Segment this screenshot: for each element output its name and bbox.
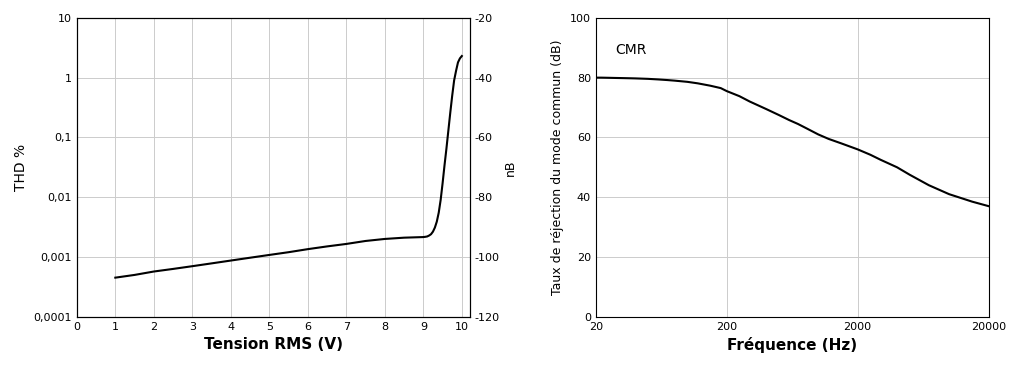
X-axis label: Tension RMS (V): Tension RMS (V)	[204, 337, 342, 352]
Y-axis label: nB: nB	[503, 159, 517, 175]
Text: CMR: CMR	[614, 43, 646, 57]
X-axis label: Fréquence (Hz): Fréquence (Hz)	[727, 337, 856, 353]
Y-axis label: THD %: THD %	[14, 144, 28, 191]
Y-axis label: Taux de réjection du mode commun (dB): Taux de réjection du mode commun (dB)	[551, 40, 564, 295]
